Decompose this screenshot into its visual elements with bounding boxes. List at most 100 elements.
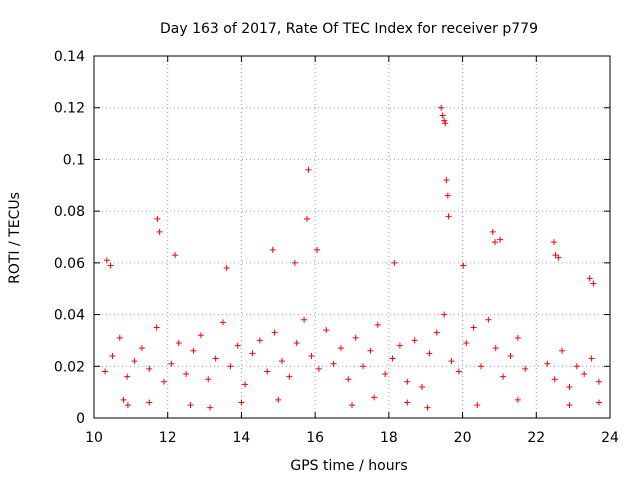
grid-lines — [94, 56, 610, 418]
x-axis-label: GPS time / hours — [290, 458, 407, 474]
y-tick-label: 0.08 — [54, 204, 85, 220]
data-point — [308, 352, 315, 359]
data-point — [552, 252, 559, 259]
data-point — [304, 215, 311, 222]
data-point — [330, 360, 337, 367]
data-point — [107, 262, 114, 269]
y-tick-label: 0.12 — [54, 101, 85, 117]
data-point — [242, 381, 249, 388]
x-tick-label: 14 — [233, 430, 251, 446]
data-point — [172, 252, 179, 259]
data-point — [212, 355, 219, 362]
data-point — [264, 368, 271, 375]
data-point — [291, 259, 298, 266]
data-point — [371, 394, 378, 401]
data-point — [313, 246, 320, 253]
data-point — [249, 350, 256, 357]
data-point — [175, 340, 182, 347]
data-point — [448, 358, 455, 365]
x-tick-label: 20 — [454, 430, 472, 446]
data-point — [492, 239, 499, 246]
data-point — [183, 371, 190, 378]
data-point — [120, 396, 127, 403]
data-point — [514, 396, 521, 403]
data-point — [109, 352, 116, 359]
data-point — [581, 371, 588, 378]
data-point — [544, 360, 551, 367]
data-point — [441, 117, 448, 124]
data-point — [411, 337, 418, 344]
data-point — [404, 378, 411, 385]
data-point — [396, 342, 403, 349]
data-point — [156, 228, 163, 235]
data-point — [124, 402, 131, 409]
data-point — [154, 215, 161, 222]
data-point — [555, 254, 562, 261]
data-point — [102, 368, 109, 375]
data-point — [153, 324, 160, 331]
data-point — [485, 316, 492, 323]
data-point — [419, 383, 426, 390]
data-point — [474, 402, 481, 409]
data-point — [566, 402, 573, 409]
data-point — [138, 345, 145, 352]
y-tick-label: 0.04 — [54, 308, 85, 324]
data-point — [590, 280, 597, 287]
data-point — [522, 365, 529, 372]
data-point — [256, 337, 263, 344]
data-point — [367, 347, 374, 354]
data-point — [168, 360, 175, 367]
data-point — [349, 402, 355, 409]
data-point — [103, 257, 110, 264]
y-tick-label: 0.06 — [54, 256, 85, 272]
data-point — [551, 376, 558, 383]
data-point — [207, 404, 214, 411]
data-point — [146, 399, 153, 406]
plot-frame — [93, 55, 611, 419]
data-point — [566, 383, 573, 390]
data-point — [374, 321, 381, 328]
data-point — [323, 327, 330, 334]
data-point — [301, 316, 308, 323]
y-tick-label: 0 — [76, 411, 85, 427]
data-point — [391, 259, 398, 266]
data-point — [315, 365, 322, 372]
data-point — [360, 363, 367, 370]
data-point — [492, 345, 499, 352]
data-point — [588, 355, 595, 362]
data-points — [102, 104, 602, 411]
data-point — [269, 246, 276, 253]
data-point — [337, 345, 344, 352]
data-point — [293, 340, 300, 347]
data-point — [433, 329, 440, 336]
data-point — [271, 329, 278, 336]
x-tick-label: 10 — [85, 430, 103, 446]
data-point — [439, 112, 446, 119]
data-point — [500, 373, 507, 380]
x-tick-label: 12 — [159, 430, 177, 446]
y-axis-label: ROTI / TECUs — [7, 192, 23, 284]
data-point — [305, 166, 312, 173]
data-point — [455, 368, 462, 375]
data-point — [404, 399, 411, 406]
data-point — [238, 399, 245, 406]
data-point — [197, 332, 204, 339]
x-tick-label: 18 — [380, 430, 398, 446]
data-point — [497, 236, 504, 243]
data-point — [382, 371, 389, 378]
data-point — [116, 334, 123, 341]
data-point — [205, 376, 212, 383]
data-point — [514, 334, 521, 341]
data-point — [161, 378, 168, 385]
data-point — [489, 228, 496, 235]
data-point — [190, 347, 197, 354]
data-point — [460, 262, 467, 269]
data-point — [124, 373, 131, 380]
x-tick-label: 16 — [306, 430, 324, 446]
data-point — [507, 352, 514, 359]
data-point — [443, 177, 450, 184]
x-tick-label: 22 — [527, 430, 545, 446]
data-point — [223, 265, 230, 272]
data-point — [442, 120, 449, 127]
